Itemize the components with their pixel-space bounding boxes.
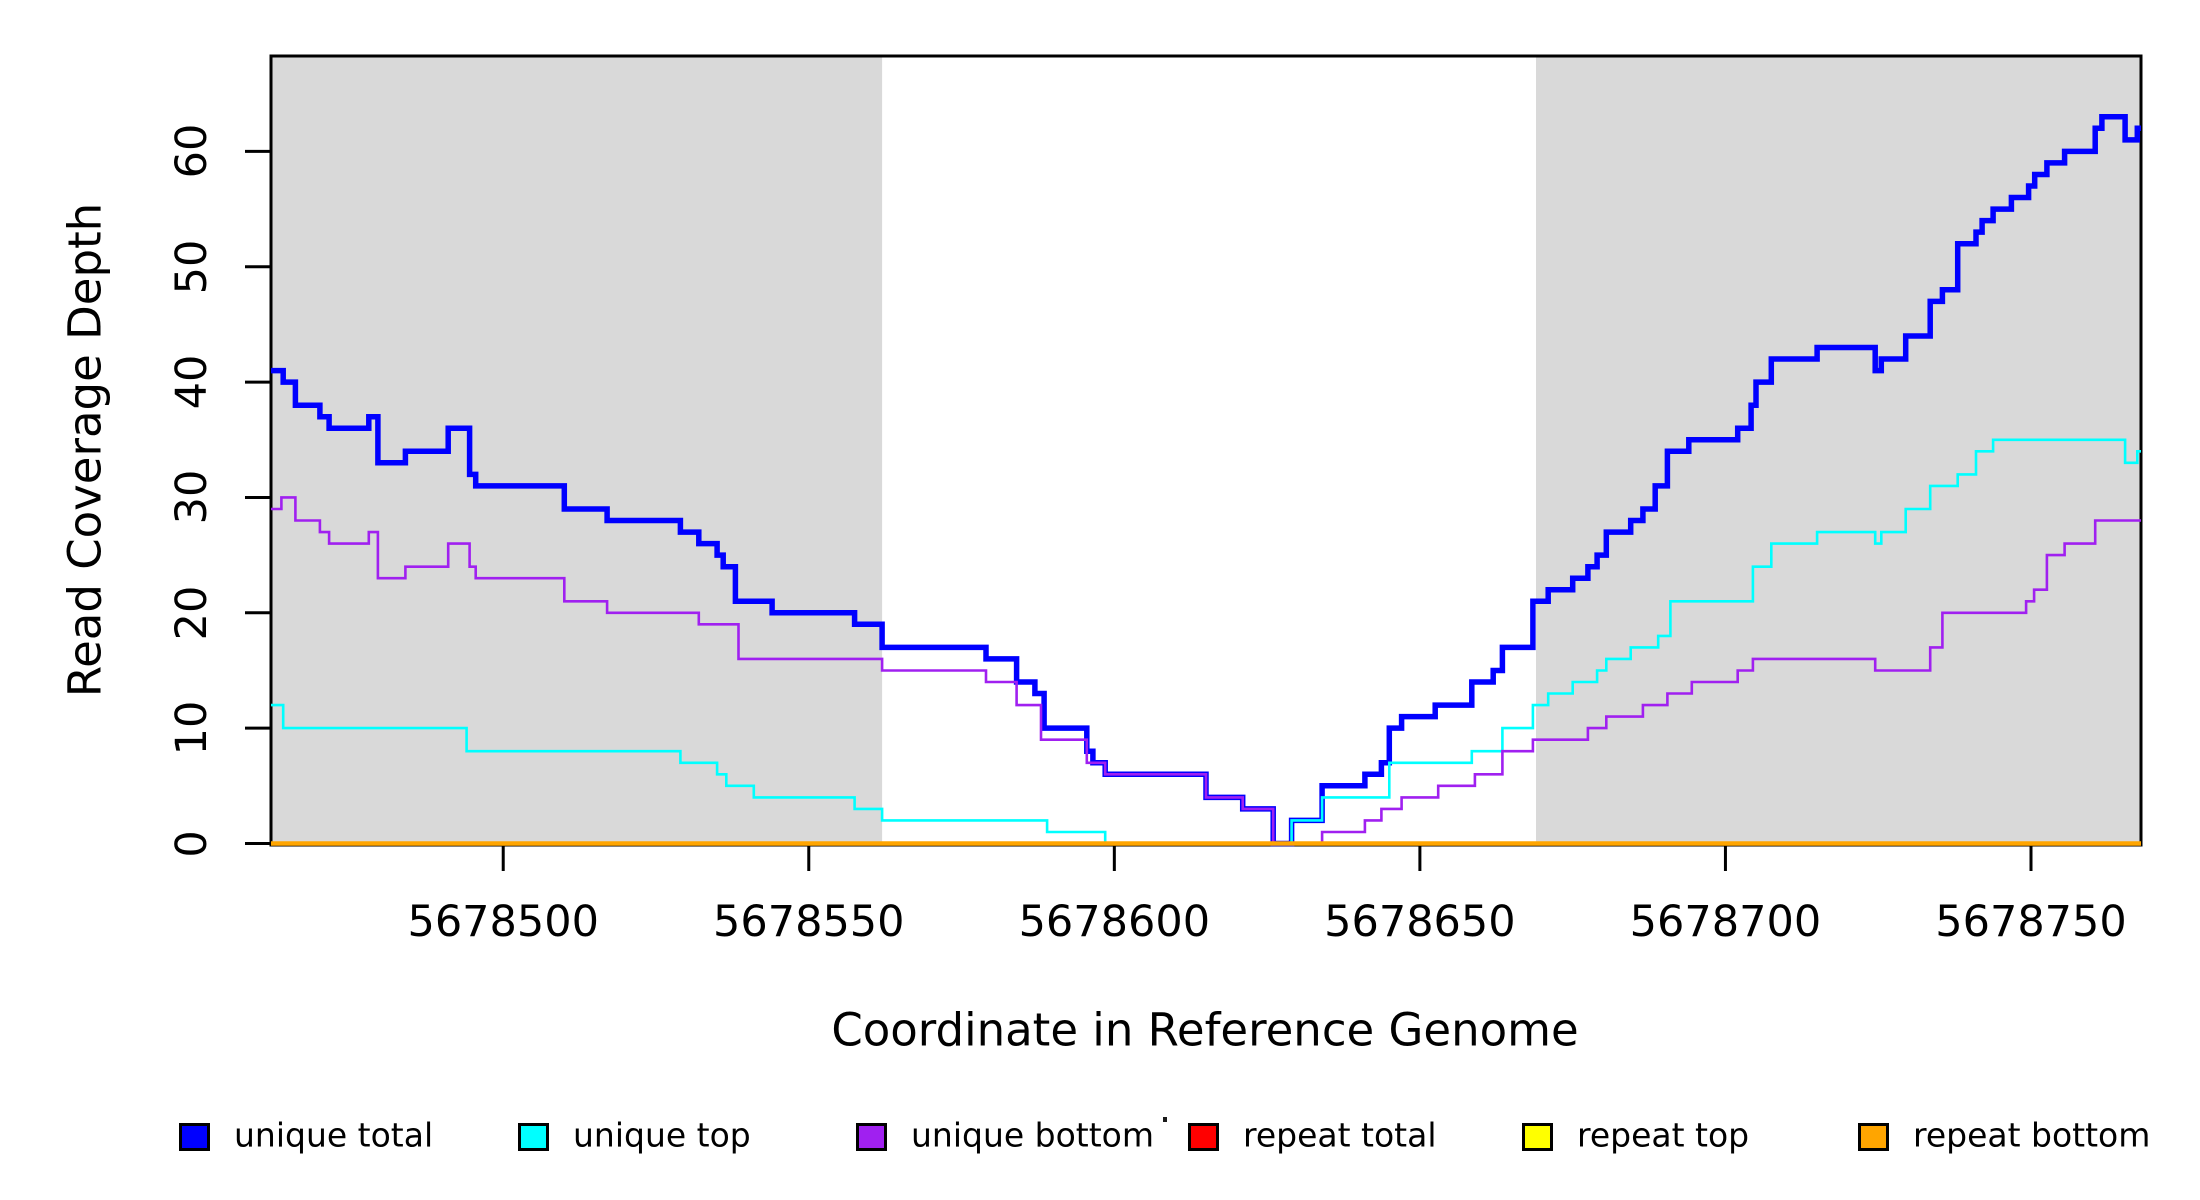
x-axis-title: Coordinate in Reference Genome <box>831 1003 1579 1057</box>
y-tick-label-0: 0 <box>167 829 217 858</box>
legend-label-repeat-bottom: repeat bottom <box>1913 1115 2151 1155</box>
legend-swatch-unique-top <box>518 1123 549 1151</box>
legend-swatch-repeat-top <box>1522 1123 1553 1151</box>
y-axis-title: Read Coverage Depth <box>58 202 112 698</box>
legend-swatch-unique-total <box>179 1123 210 1151</box>
x-tick-label-5: 5678750 <box>1935 897 2127 947</box>
y-tick-label-3: 30 <box>167 470 217 525</box>
y-tick-label-2: 20 <box>167 585 217 641</box>
legend-label-unique-top: unique top <box>573 1115 751 1155</box>
series-unique-top <box>271 438 2141 845</box>
stray-mark <box>1163 1117 1167 1122</box>
legend-label-repeat-total: repeat total <box>1243 1115 1437 1155</box>
y-tick-label-1: 10 <box>167 700 217 756</box>
y-tick-label-6: 60 <box>167 124 217 179</box>
legend-swatch-unique-bottom <box>856 1123 887 1151</box>
legend-swatch-repeat-bottom <box>1858 1123 1889 1151</box>
shaded-region-0 <box>271 57 883 844</box>
x-tick-label-0: 5678500 <box>407 897 599 947</box>
legend-label-unique-total: unique total <box>234 1115 434 1155</box>
shaded-region-1 <box>1536 57 2141 844</box>
legend-label-repeat-top: repeat top <box>1577 1115 1750 1155</box>
x-tick-label-2: 5678600 <box>1018 897 1211 947</box>
x-tick-label-4: 5678700 <box>1629 897 1822 947</box>
x-tick-label-3: 5678650 <box>1324 897 1516 947</box>
y-tick-label-5: 50 <box>167 239 217 295</box>
legend-swatch-repeat-total <box>1188 1123 1219 1151</box>
y-tick-label-4: 40 <box>167 354 217 410</box>
x-tick-label-1: 5678550 <box>713 897 905 947</box>
legend-label-unique-bottom: unique bottom <box>911 1115 1155 1155</box>
series-unique-total <box>271 114 2141 847</box>
